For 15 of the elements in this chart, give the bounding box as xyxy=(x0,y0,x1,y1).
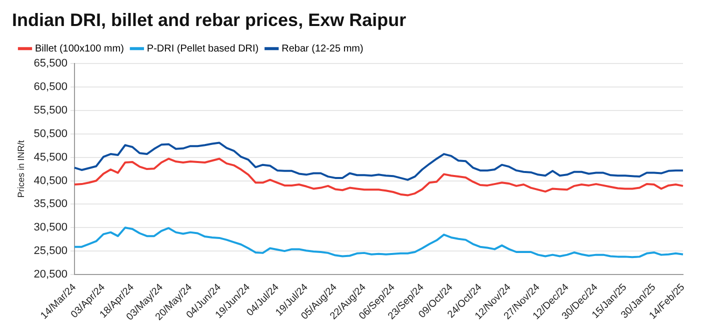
chart-title: Indian DRI, billet and rebar prices, Exw Raipur xyxy=(12,10,406,30)
y-tick-label: 20,500 xyxy=(34,268,68,281)
legend-label: Rebar (12-25 mm) xyxy=(282,43,364,54)
y-tick-label: 65,500 xyxy=(34,58,68,70)
y-tick-label: 40,500 xyxy=(34,174,68,187)
y-tick-label: 45,500 xyxy=(34,151,68,164)
y-tick-label: 50,500 xyxy=(34,128,68,140)
y-tick-label: 25,500 xyxy=(34,245,68,258)
legend-label: P-DRI (Pellet based DRI) xyxy=(146,43,259,54)
y-tick-label: 60,500 xyxy=(34,81,68,94)
y-tick-label: 55,500 xyxy=(34,104,68,116)
legend-label: Billet (100x100 mm) xyxy=(35,43,124,54)
y-axis-title: Prices in INR/t xyxy=(16,140,26,198)
y-tick-label: 30,500 xyxy=(34,222,68,234)
y-tick-label: 35,500 xyxy=(34,198,68,210)
